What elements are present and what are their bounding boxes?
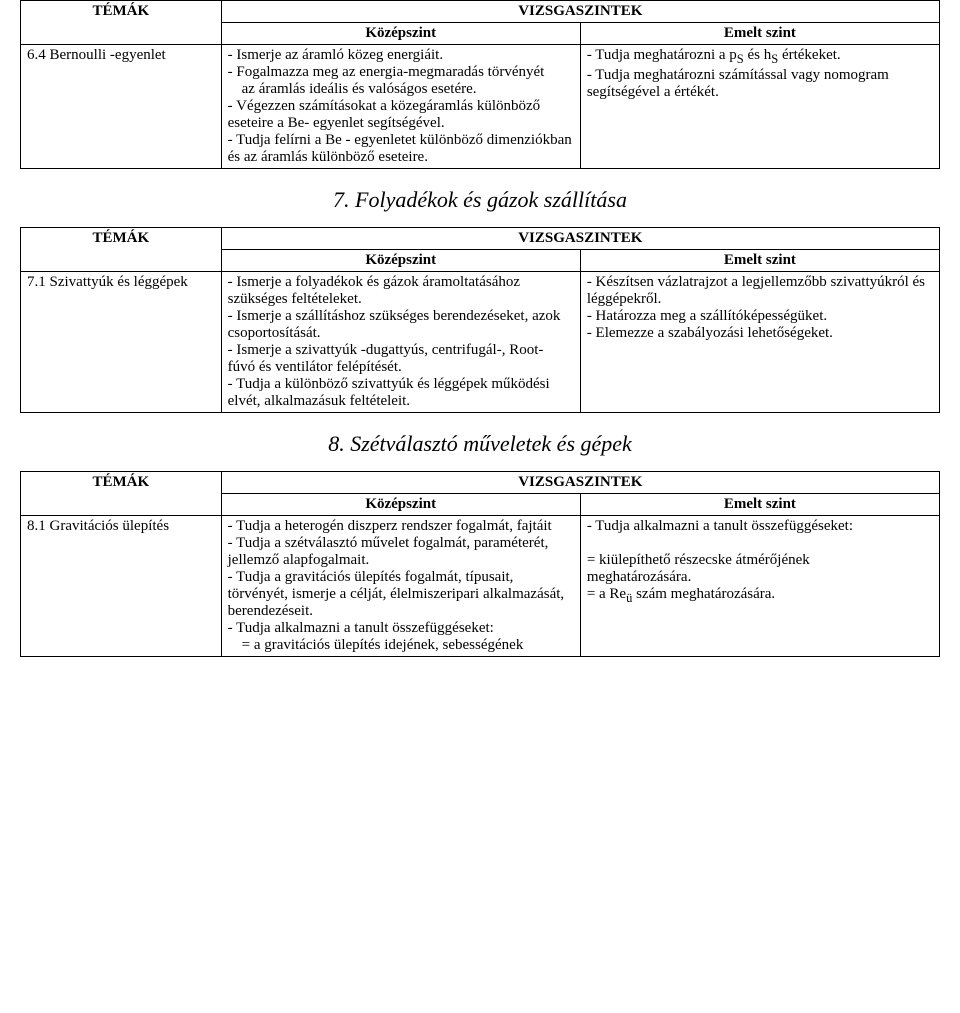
col-header-mid: Középszint — [221, 250, 580, 272]
table-section-7: TÉMÁK VIZSGASZINTEK Középszint Emelt szi… — [20, 227, 940, 413]
mid-line: - Végezzen számításokat a közegáramlás k… — [228, 98, 574, 132]
mid-line: = a gravitációs ülepítés idejének, sebes… — [228, 637, 574, 654]
adv-line: - Elemezze a szabályozási lehetőségeket. — [587, 325, 933, 342]
table-section-6: TÉMÁK VIZSGASZINTEK Középszint Emelt szi… — [20, 0, 940, 169]
mid-line: - Tudja a heterogén diszperz rendszer fo… — [228, 518, 574, 535]
table-header-row: TÉMÁK VIZSGASZINTEK — [21, 472, 940, 494]
col-header-mid: Középszint — [221, 23, 580, 45]
mid-cell: - Ismerje az áramló közeg energiáit. - F… — [221, 45, 580, 169]
table-header-row: TÉMÁK VIZSGASZINTEK — [21, 1, 940, 23]
adv-cell: - Tudja meghatározni a pS és hS értékeke… — [580, 45, 939, 169]
mid-line: az áramlás ideális és valóságos esetére. — [228, 81, 574, 98]
mid-line: - Ismerje a folyadékok és gázok áramolta… — [228, 274, 574, 308]
mid-line: - Tudja felírni a Be - egyenletet különb… — [228, 132, 574, 166]
col-header-topics: TÉMÁK — [21, 1, 222, 45]
adv-line: - Határozza meg a szállítóképességüket. — [587, 308, 933, 325]
subscript: S — [737, 52, 744, 66]
table-row: 6.4 Bernoulli -egyenlet - Ismerje az ára… — [21, 45, 940, 169]
table-section-8: TÉMÁK VIZSGASZINTEK Középszint Emelt szi… — [20, 471, 940, 657]
adv-text: értékeket. — [778, 47, 840, 63]
section-title-7: 7. Folyadékok és gázok szállítása — [0, 187, 960, 213]
adv-line: - Tudja alkalmazni a tanult összefüggése… — [587, 518, 933, 535]
adv-cell: - Tudja alkalmazni a tanult összefüggése… — [580, 516, 939, 657]
adv-line: - Készítsen vázlatrajzot a legjellemzőbb… — [587, 274, 933, 308]
col-header-adv: Emelt szint — [580, 494, 939, 516]
mid-line: - Tudja alkalmazni a tanult összefüggése… — [228, 620, 574, 637]
col-header-levels: VIZSGASZINTEK — [221, 1, 939, 23]
col-header-levels: VIZSGASZINTEK — [221, 472, 939, 494]
mid-cell: - Tudja a heterogén diszperz rendszer fo… — [221, 516, 580, 657]
adv-line: - Tudja meghatározni számítással vagy no… — [587, 67, 933, 101]
adv-line: = a Reü szám meghatározására. — [587, 586, 933, 606]
mid-line: - Tudja a szétválasztó művelet fogalmát,… — [228, 535, 574, 569]
col-header-adv: Emelt szint — [580, 23, 939, 45]
adv-text: és h — [744, 47, 772, 63]
topic-cell: 7.1 Szivattyúk és léggépek — [21, 272, 222, 413]
table-row: 8.1 Gravitációs ülepítés - Tudja a heter… — [21, 516, 940, 657]
mid-line: - Fogalmazza meg az energia-megmaradás t… — [228, 64, 574, 81]
mid-line: - Tudja a gravitációs ülepítés fogalmát,… — [228, 569, 574, 620]
table-row: 7.1 Szivattyúk és léggépek - Ismerje a f… — [21, 272, 940, 413]
topic-cell: 8.1 Gravitációs ülepítés — [21, 516, 222, 657]
col-header-levels: VIZSGASZINTEK — [221, 228, 939, 250]
adv-text: = a Re — [587, 586, 626, 602]
mid-line: - Tudja a különböző szivattyúk és léggép… — [228, 376, 574, 410]
adv-line: = kiülepíthető részecske átmérőjének — [587, 552, 933, 569]
mid-cell: - Ismerje a folyadékok és gázok áramolta… — [221, 272, 580, 413]
mid-line: - Ismerje az áramló közeg energiáit. — [228, 47, 574, 64]
col-header-topics: TÉMÁK — [21, 228, 222, 272]
adv-text: - Tudja meghatározni a p — [587, 47, 737, 63]
topic-cell: 6.4 Bernoulli -egyenlet — [21, 45, 222, 169]
adv-line: meghatározására. — [587, 569, 933, 586]
mid-line: - Ismerje a szivattyúk -dugattyús, centr… — [228, 342, 574, 376]
col-header-adv: Emelt szint — [580, 250, 939, 272]
col-header-mid: Középszint — [221, 494, 580, 516]
adv-line — [587, 535, 933, 552]
section-title-8: 8. Szétválasztó műveletek és gépek — [0, 431, 960, 457]
mid-line: - Ismerje a szállításhoz szükséges beren… — [228, 308, 574, 342]
adv-cell: - Készítsen vázlatrajzot a legjellemzőbb… — [580, 272, 939, 413]
col-header-topics: TÉMÁK — [21, 472, 222, 516]
adv-line: - Tudja meghatározni a pS és hS értékeke… — [587, 47, 933, 67]
table-header-row: TÉMÁK VIZSGASZINTEK — [21, 228, 940, 250]
adv-text: szám meghatározására. — [632, 586, 775, 602]
